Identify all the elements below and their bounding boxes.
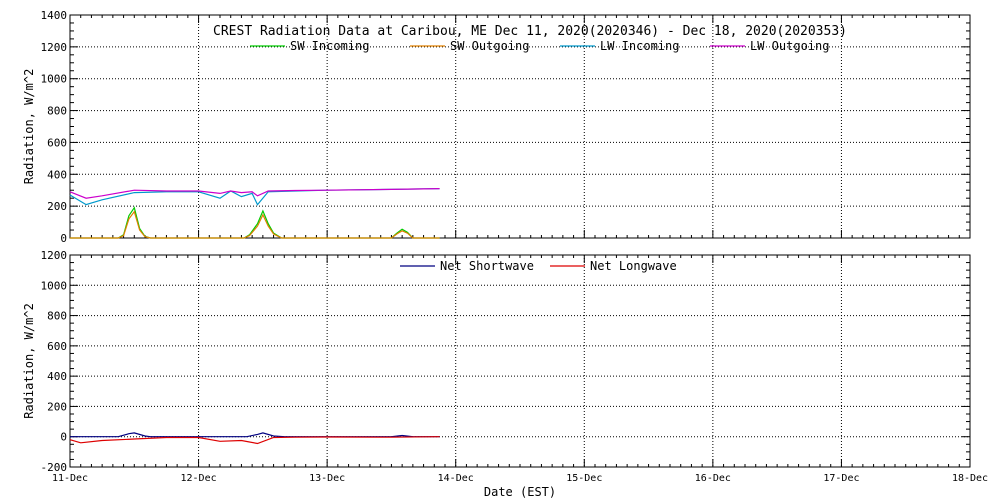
plot-frame xyxy=(69,254,971,468)
x-tick-label: 14-Dec xyxy=(438,473,474,484)
y-tick-label: 1000 xyxy=(41,279,68,292)
series-line-net-shortwave xyxy=(70,432,440,438)
y-tick-label: 0 xyxy=(60,232,67,245)
y-tick-label: -200 xyxy=(41,461,68,474)
panel-2: -200 0 200 400 600 800 1000 1200 Radiation, W/m^… xyxy=(22,249,988,499)
y-tick-label: 1200 xyxy=(41,41,68,54)
y-tick-label: 200 xyxy=(47,400,67,413)
x-tick-label: 16-Dec xyxy=(695,473,731,484)
y-tick-label: 400 xyxy=(47,168,67,181)
legend-label: SW Outgoing xyxy=(450,39,529,53)
x-tick-label: 18-Dec xyxy=(952,473,988,484)
y-tick-label: 200 xyxy=(47,200,67,213)
y-tick-label: 600 xyxy=(47,136,67,149)
legend-label: LW Outgoing xyxy=(750,39,829,53)
legend-label: SW Incoming xyxy=(290,39,369,53)
series-line-lw-incoming xyxy=(69,188,440,206)
series-line-sw-outgoing xyxy=(70,210,440,239)
plot-frame xyxy=(69,14,971,239)
y-tick-label: 600 xyxy=(47,340,67,353)
y-tick-label: 0 xyxy=(60,431,67,444)
x-tick-label: 11-Dec xyxy=(52,473,88,484)
legend-label: Net Longwave xyxy=(590,259,677,273)
legend-label: Net Shortwave xyxy=(440,259,534,273)
y-tick-label: 800 xyxy=(47,310,67,323)
y-tick-label: 1200 xyxy=(41,249,68,262)
series-line-net-longwave xyxy=(69,436,440,445)
x-tick-label: 13-Dec xyxy=(309,473,345,484)
y-tick-label: 400 xyxy=(47,370,67,383)
x-tick-label: 15-Dec xyxy=(566,473,602,484)
legend-label: LW Incoming xyxy=(600,39,679,53)
x-axis-label: Date (EST) xyxy=(484,485,556,499)
x-tick-label: 12-Dec xyxy=(181,473,217,484)
panel-1: 0 200 400 600 800 1000 1200 1400 Radiation, W/m^… xyxy=(22,9,971,245)
y-tick-label: 800 xyxy=(47,105,67,118)
chart-title: CREST Radiation Data at Caribou, ME Dec … xyxy=(213,24,847,39)
x-tick-label: 17-Dec xyxy=(823,473,859,484)
y-tick-label: 1400 xyxy=(41,9,68,22)
y-axis-label: Radiation, W/m^2 xyxy=(22,303,36,419)
series-line-lw-outgoing xyxy=(69,188,440,199)
y-tick-label: 1000 xyxy=(41,73,68,86)
y-axis-label: Radiation, W/m^2 xyxy=(22,69,36,185)
series-line-sw-incoming xyxy=(70,206,440,239)
